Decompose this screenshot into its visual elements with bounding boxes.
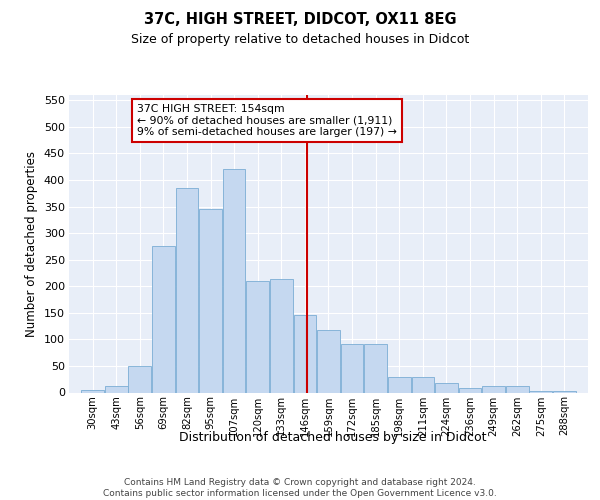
Text: Contains HM Land Registry data © Crown copyright and database right 2024.
Contai: Contains HM Land Registry data © Crown c… (103, 478, 497, 498)
Bar (364, 344, 387, 392)
Bar (128, 366, 151, 392)
Bar (176, 188, 198, 392)
Bar (270, 280, 293, 392)
Text: Size of property relative to detached houses in Didcot: Size of property relative to detached ho… (131, 32, 469, 46)
Bar (412, 376, 434, 392)
Bar (81, 390, 104, 392)
Bar (293, 316, 316, 392)
Bar (435, 384, 458, 392)
Bar (105, 386, 128, 392)
Bar (506, 386, 529, 392)
Bar (317, 330, 340, 392)
Bar (341, 344, 364, 392)
Bar (482, 386, 505, 392)
Text: 37C HIGH STREET: 154sqm
← 90% of detached houses are smaller (1,911)
9% of semi-: 37C HIGH STREET: 154sqm ← 90% of detache… (137, 104, 397, 137)
Bar (199, 209, 222, 392)
Bar (247, 281, 269, 392)
Bar (223, 170, 245, 392)
Bar (388, 376, 410, 392)
Y-axis label: Number of detached properties: Number of detached properties (25, 151, 38, 337)
Text: Distribution of detached houses by size in Didcot: Distribution of detached houses by size … (179, 431, 487, 444)
Bar (459, 388, 481, 392)
Bar (152, 246, 175, 392)
Text: 37C, HIGH STREET, DIDCOT, OX11 8EG: 37C, HIGH STREET, DIDCOT, OX11 8EG (143, 12, 457, 28)
